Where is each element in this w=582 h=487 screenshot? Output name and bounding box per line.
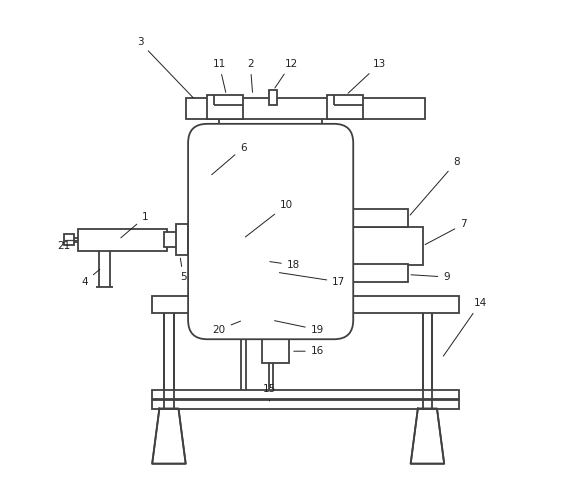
Bar bbox=[243, 258, 296, 264]
Bar bbox=[152, 400, 459, 409]
Bar bbox=[176, 225, 188, 256]
Text: 8: 8 bbox=[410, 157, 459, 215]
Bar bbox=[78, 229, 166, 251]
Text: 20: 20 bbox=[212, 321, 240, 335]
Text: 21: 21 bbox=[57, 241, 70, 251]
Bar bbox=[152, 296, 459, 313]
Text: 11: 11 bbox=[212, 59, 226, 93]
Text: 1: 1 bbox=[121, 212, 148, 238]
Text: 14: 14 bbox=[443, 299, 487, 356]
Bar bbox=[349, 227, 423, 265]
Text: 18: 18 bbox=[270, 260, 300, 270]
Text: 3: 3 bbox=[137, 37, 193, 98]
Bar bbox=[152, 391, 459, 399]
Text: 5: 5 bbox=[180, 258, 187, 282]
Bar bbox=[186, 97, 425, 119]
Text: 17: 17 bbox=[279, 273, 346, 287]
Text: 13: 13 bbox=[348, 59, 386, 93]
Bar bbox=[164, 232, 179, 247]
Text: 4: 4 bbox=[82, 269, 100, 287]
Polygon shape bbox=[152, 409, 186, 464]
Bar bbox=[351, 263, 409, 282]
Text: 19: 19 bbox=[275, 320, 324, 335]
Bar bbox=[327, 95, 363, 119]
Bar bbox=[222, 233, 244, 245]
Text: 7: 7 bbox=[425, 219, 467, 244]
Bar bbox=[351, 208, 409, 227]
Text: 9: 9 bbox=[411, 272, 450, 282]
Bar bbox=[198, 169, 217, 185]
FancyBboxPatch shape bbox=[188, 124, 353, 339]
Bar bbox=[346, 239, 352, 253]
Bar bbox=[262, 339, 289, 363]
Bar bbox=[269, 90, 276, 105]
Text: 12: 12 bbox=[275, 59, 297, 88]
Text: 16: 16 bbox=[294, 346, 324, 356]
Text: 2: 2 bbox=[247, 59, 254, 93]
Bar bbox=[207, 95, 243, 119]
Bar bbox=[63, 234, 74, 245]
Text: 10: 10 bbox=[246, 200, 293, 237]
Text: 15: 15 bbox=[263, 385, 276, 401]
Bar bbox=[193, 166, 222, 188]
Polygon shape bbox=[411, 409, 444, 464]
Text: 6: 6 bbox=[212, 143, 246, 175]
